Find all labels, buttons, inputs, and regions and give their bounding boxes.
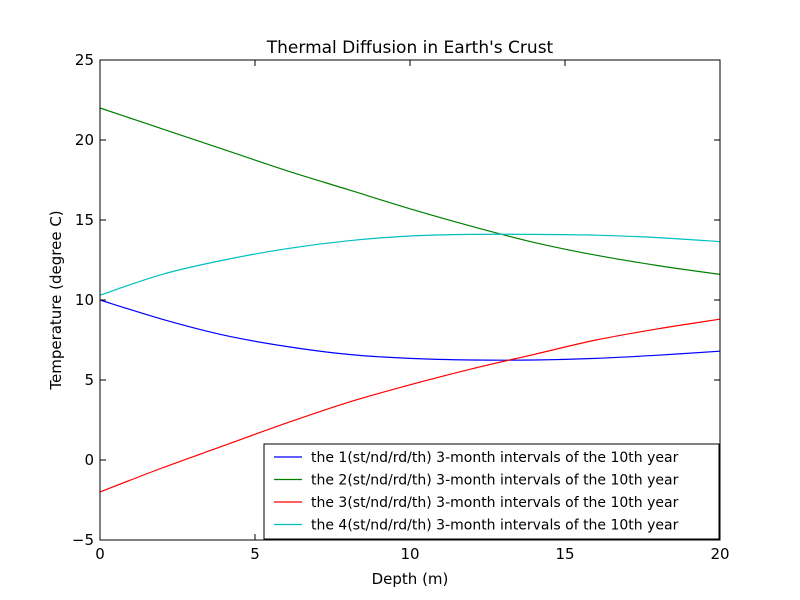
legend-label-2: the 2(st/nd/rd/th) 3-month intervals of … [311,473,679,489]
y-tick-label: 25 [75,51,94,69]
x-axis-label: Depth (m) [372,570,449,588]
x-tick-label: 0 [95,545,105,563]
y-tick-label: 0 [84,451,94,469]
y-tick-label: 10 [75,291,94,309]
x-tick-label: 10 [400,545,419,563]
series-line-2 [99,107,721,275]
series-line-4 [99,233,721,296]
y-tick-label: 15 [75,211,94,229]
series-line-1 [99,299,721,361]
y-tick-label: 20 [75,131,94,149]
y-axis-label: Temperature (degree C) [47,210,65,390]
legend-box [263,443,720,540]
legend: the 1(st/nd/rd/th) 3-month intervals of … [263,443,720,540]
series-layer [99,107,721,493]
y-tick-label: −5 [72,531,94,549]
y-tick-label: 5 [84,371,94,389]
legend-label-1: the 1(st/nd/rd/th) 3-month intervals of … [311,450,679,466]
legend-label-4: the 4(st/nd/rd/th) 3-month intervals of … [311,518,679,534]
chart-title: Thermal Diffusion in Earth's Crust [266,38,554,58]
x-tick-label: 20 [710,545,729,563]
x-tick-label: 5 [250,545,260,563]
x-tick-label: 15 [555,545,574,563]
series-line-3 [99,318,721,493]
legend-label-3: the 3(st/nd/rd/th) 3-month intervals of … [311,495,679,511]
